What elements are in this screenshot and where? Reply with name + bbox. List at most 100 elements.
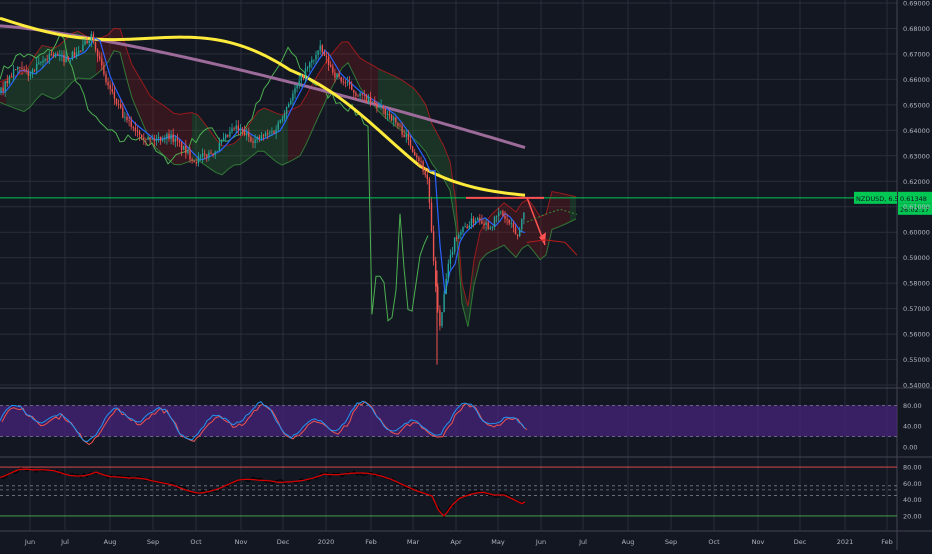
candle-body [10, 76, 13, 78]
candle-body [128, 120, 130, 121]
cloud-segment [108, 28, 114, 62]
osc-tick-label: 80.00 [903, 464, 922, 472]
candle-body [138, 131, 141, 135]
candle-body [115, 98, 118, 104]
candle-body [243, 131, 246, 136]
candle-body [233, 128, 235, 130]
candle-body [191, 159, 193, 161]
candle-body [453, 237, 456, 252]
candle-body [304, 68, 307, 79]
candle-body [61, 54, 63, 56]
cloud-segment [156, 100, 162, 154]
stoch-k-line [0, 400, 526, 443]
candle-body [491, 227, 494, 228]
candle-body [109, 85, 111, 89]
candle-body [447, 263, 449, 279]
symbol-badge-text: NZDUSD, 6.541 [856, 195, 907, 203]
candle-body [338, 73, 340, 78]
cloud-segment [522, 199, 528, 249]
candle-body [147, 137, 149, 140]
x-tick-label: Oct [190, 538, 202, 546]
x-tick-label: Dec [277, 538, 290, 546]
projection-arrow-head [539, 232, 546, 245]
candle-body [510, 223, 512, 224]
osc-tick-label: 60.00 [903, 480, 922, 488]
candle-body [80, 50, 82, 52]
candle-body [319, 45, 321, 51]
candle-body [378, 106, 380, 108]
x-tick-label: Aug [622, 538, 635, 546]
candle-body [460, 232, 462, 235]
cloud-segment [462, 283, 468, 327]
y-tick-label: 0.67000 [903, 50, 930, 58]
candle-body [216, 150, 218, 152]
candle-body [174, 138, 176, 142]
candle-body [498, 212, 500, 217]
candle-body [235, 125, 237, 130]
cloud-segment [258, 108, 264, 152]
candle-body [23, 68, 25, 71]
candle-body [42, 60, 44, 63]
candle-body [180, 142, 183, 150]
candle-body [92, 34, 95, 42]
candle-body [2, 87, 4, 92]
candle-body [269, 132, 271, 134]
x-tick-label: May [491, 538, 505, 546]
rsi-band [0, 405, 897, 437]
candle-body [258, 137, 260, 139]
candle-body [317, 50, 319, 55]
candle-body [149, 137, 151, 140]
candle-body [443, 294, 445, 313]
candle-body [260, 135, 263, 139]
cloud-segment [276, 113, 282, 166]
x-tick-label: Nov [752, 538, 765, 546]
candle-body [441, 312, 443, 326]
candle-body [206, 154, 208, 158]
y-tick-label: 0.54000 [903, 382, 930, 390]
candle-body [424, 171, 426, 175]
candle-body [183, 145, 185, 150]
candle-body [71, 51, 74, 60]
y-tick-label: 0.58000 [903, 280, 930, 288]
candle-body [46, 59, 48, 60]
candle-body [166, 133, 168, 139]
candle-body [519, 229, 521, 237]
candle-body [17, 66, 19, 70]
x-tick-label: Aug [104, 538, 117, 546]
candle-body [323, 52, 326, 56]
candle-body [8, 76, 11, 84]
candle-body [241, 128, 244, 132]
candle-body [12, 69, 15, 77]
candle-body [414, 152, 416, 156]
candle-body [248, 132, 250, 137]
candle-body [210, 152, 212, 154]
candle-body [361, 93, 363, 95]
x-tick-label: Jun [535, 538, 546, 546]
countdown-badge-bg [898, 203, 932, 215]
cloud-segment [12, 74, 18, 110]
candle-body [376, 103, 378, 108]
candle-body [126, 116, 128, 121]
x-tick-label: Jun [24, 538, 35, 546]
candle-body [336, 73, 338, 78]
candle-body [170, 134, 172, 140]
candle-body [487, 222, 489, 229]
candle-body [48, 54, 50, 60]
candle-body [516, 234, 519, 237]
cloud-segment [474, 232, 480, 286]
cloud-segment [564, 193, 570, 225]
cloud-segment [102, 34, 108, 70]
x-tick-label: Jul [60, 538, 69, 546]
candle-body [101, 58, 103, 66]
candle-body [363, 94, 365, 96]
candle-body [346, 82, 349, 84]
candle-body [159, 136, 162, 141]
cloud-segment [264, 108, 270, 157]
candle-body [315, 54, 317, 60]
candle-body [178, 140, 181, 143]
x-tick-label: Apr [450, 538, 462, 546]
y-tick-label: 0.62000 [903, 178, 930, 186]
candle-body [428, 179, 431, 203]
candle-body [50, 54, 53, 56]
